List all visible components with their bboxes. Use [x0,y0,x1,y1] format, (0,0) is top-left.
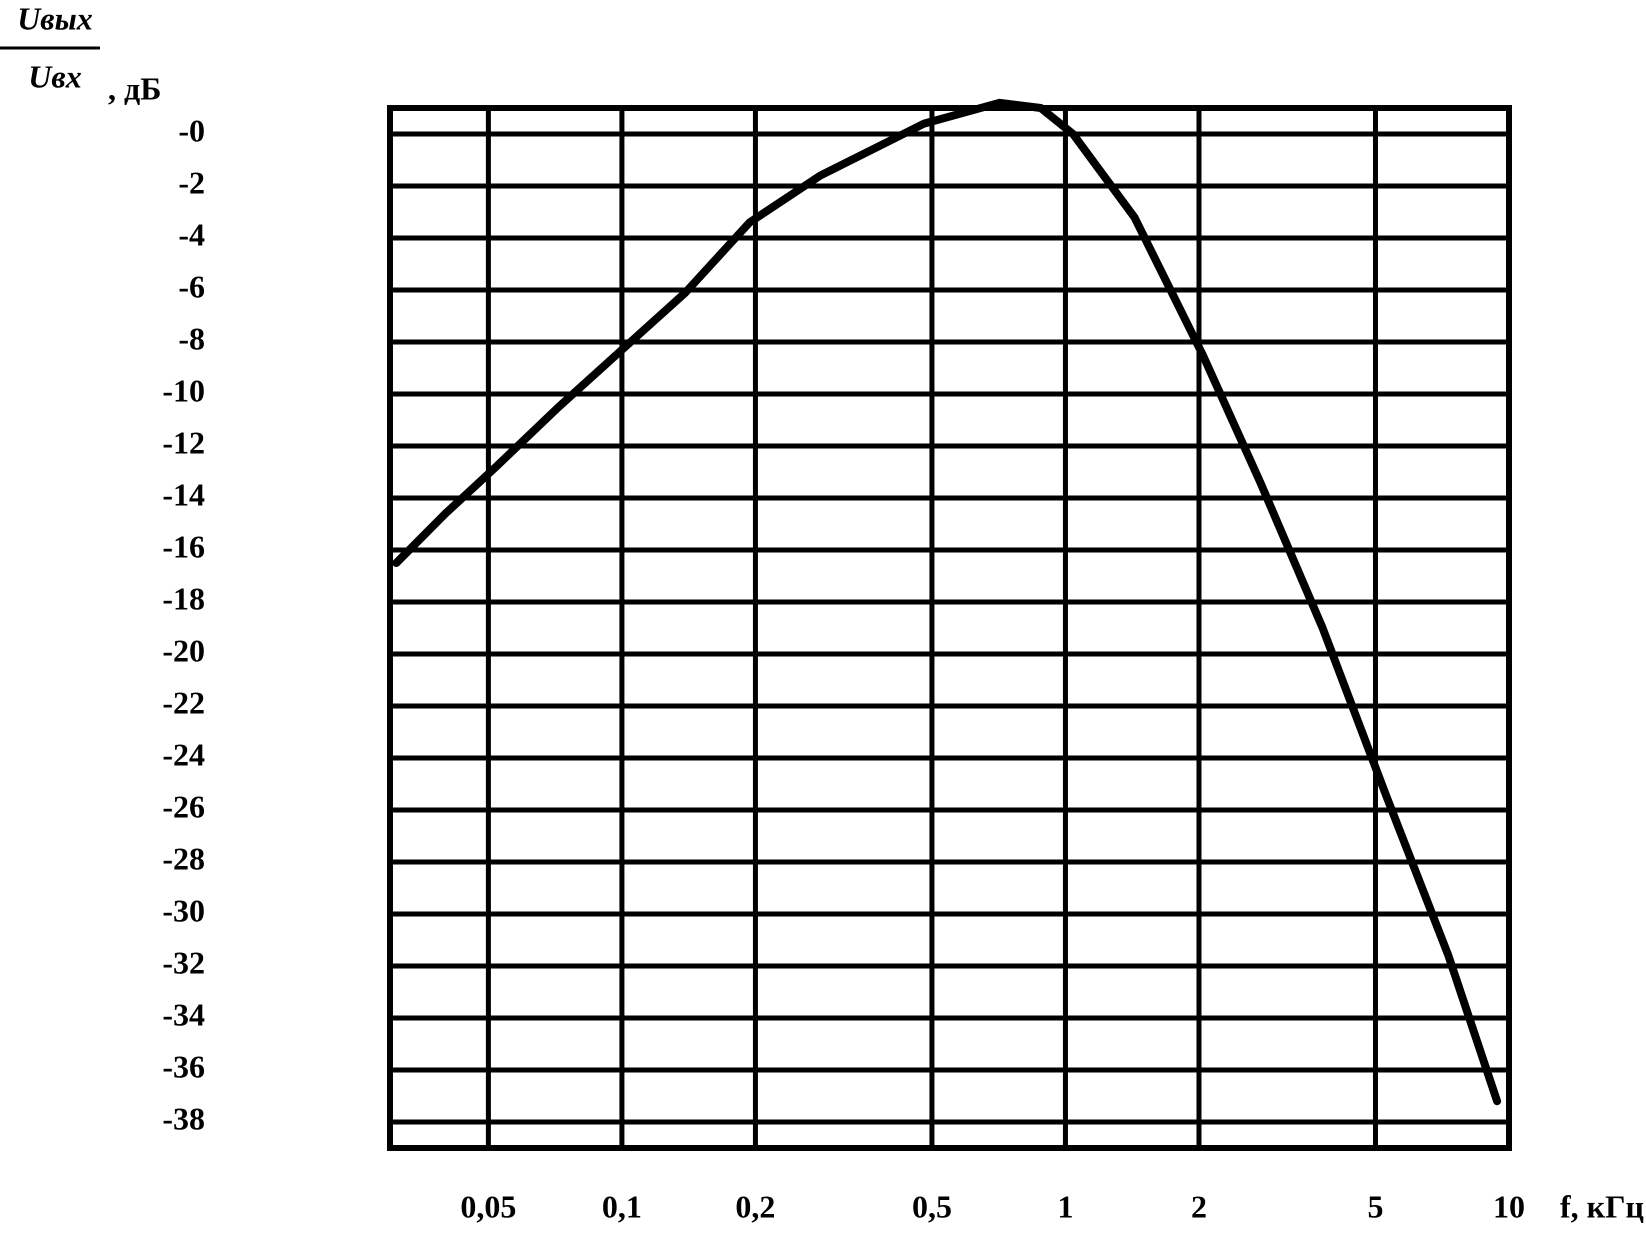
y-tick-label: -0 [178,112,205,148]
x-axis-label: f, кГц [1560,1188,1644,1224]
y-label-unit: , дБ [108,70,161,106]
y-tick-label: -14 [162,476,205,512]
plot-frame [387,105,1512,1151]
y-tick-label: -18 [162,580,205,616]
x-tick-label: 0,1 [602,1188,642,1224]
y-tick-label: -12 [162,424,205,460]
y-tick-label: -8 [178,320,205,356]
x-tick-label: 10 [1493,1188,1525,1224]
y-tick-label: -38 [162,1100,205,1136]
y-tick-label: -32 [162,944,205,980]
y-tick-label: -16 [162,528,205,564]
y-tick-label: -6 [178,268,205,304]
x-tick-label: 5 [1367,1188,1383,1224]
x-tick-label: 2 [1191,1188,1207,1224]
x-tick-label: 1 [1057,1188,1073,1224]
y-tick-label: -2 [178,164,205,200]
y-tick-label: -22 [162,684,205,720]
y-tick-label: -4 [178,216,205,252]
y-tick-label: -20 [162,632,205,668]
x-tick-label: 0,2 [735,1188,775,1224]
y-tick-label: -10 [162,372,205,408]
x-tick-label: 0,5 [912,1188,952,1224]
y-tick-label: -26 [162,788,205,824]
response-curve [392,98,1502,1106]
y-tick-label: -30 [162,892,205,928]
y-tick-label: -24 [162,736,205,772]
y-tick-label: -36 [162,1048,205,1084]
y-label-numerator: Uвых [17,0,93,36]
y-label-denominator: Uвх [28,58,81,94]
x-tick-label: 0,05 [460,1188,516,1224]
y-tick-label: -28 [162,840,205,876]
y-tick-label: -34 [162,996,205,1032]
